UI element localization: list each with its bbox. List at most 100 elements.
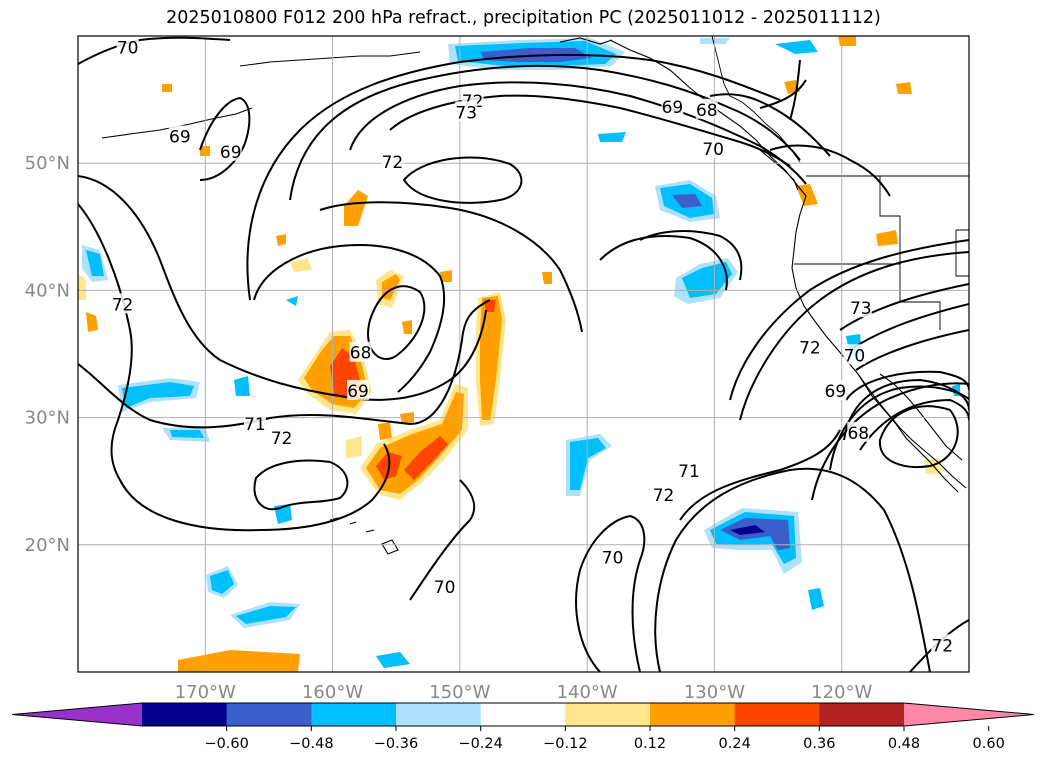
contour-label: 71 [678, 462, 700, 482]
contour-label-bg [931, 634, 954, 655]
coastline-alaska-gulf [609, 39, 807, 197]
contour-label: 72 [271, 429, 293, 449]
lat-tick-label: 50°N [25, 153, 70, 174]
fill-light-yellow [290, 258, 312, 272]
contour-label: 69 [825, 382, 847, 402]
contour-label: 72 [931, 636, 953, 656]
contour-70-north-b [246, 53, 781, 301]
contour-label: 73 [850, 299, 872, 319]
fill-red-orange [484, 300, 496, 312]
contour-72-north [349, 81, 807, 185]
lon-tick-label: 120°W [811, 682, 872, 703]
colorbar-segment [819, 703, 905, 726]
colorbar-segment [650, 703, 736, 726]
fill-orange [344, 190, 368, 226]
contour-71-north [289, 64, 801, 201]
fill-orange [378, 422, 392, 440]
contour-label-bg [702, 138, 725, 159]
colorbar-tick-label: 0.24 [719, 736, 751, 752]
contour-label-bg [652, 484, 675, 505]
contour-label: 68 [350, 344, 372, 364]
contour-label-bg [433, 575, 456, 596]
contour-label: 70 [844, 346, 866, 366]
lon-tick-label: 140°W [557, 682, 618, 703]
contour-69-mid [253, 244, 446, 393]
colorbar-tick-label: 0.60 [973, 736, 1005, 752]
colorbar-outline [11, 702, 1035, 727]
contour-label: 72 [382, 153, 404, 173]
contour-label-bg [455, 101, 478, 122]
contour-69-se [845, 370, 969, 401]
contour-70-se [855, 329, 969, 371]
contour-70-north [78, 36, 231, 65]
colorbar-tick-label: −0.24 [458, 736, 502, 752]
contour-label-bg [111, 293, 134, 314]
fill-blue [598, 132, 626, 142]
contour-label-bg [601, 546, 624, 567]
colorbar-tick-label: 0.36 [803, 736, 835, 752]
fill-blue [775, 40, 818, 54]
contour-label-bg [219, 140, 242, 161]
contour-68-se-closed [878, 405, 959, 468]
fill-blue [376, 652, 410, 668]
colorbar-segment [142, 703, 228, 726]
contour-label-bg [349, 341, 372, 362]
contour-72-closed [403, 156, 523, 204]
coastline-hawaii [329, 517, 399, 555]
lat-tick-label: 30°N [25, 408, 70, 429]
contour-label-bg [847, 421, 870, 442]
coastline-vancouver [759, 149, 799, 191]
fill-orange [896, 82, 912, 94]
contour-label-bg [381, 150, 404, 171]
fill-blue [682, 262, 732, 298]
contour-70-bottom [409, 479, 476, 601]
fill-orange [480, 296, 502, 420]
contour-label: 68 [696, 101, 718, 121]
colorbar-segment [311, 703, 397, 726]
fill-blue [170, 430, 204, 438]
contour-label: 73 [455, 103, 477, 123]
contour-label-bg [695, 98, 718, 119]
colorbar-extend-low [12, 703, 142, 726]
map-frame [77, 35, 970, 673]
fill-blue [234, 376, 250, 396]
contour-label: 70 [434, 578, 456, 598]
contour-68-closed [367, 285, 426, 360]
contour-69-tl [199, 97, 251, 181]
contour-label-bg [347, 379, 370, 400]
fill-blue [808, 588, 824, 610]
contour-70-mid [319, 201, 583, 333]
fill-red-orange [404, 436, 448, 480]
fill-orange [162, 84, 172, 92]
contour-70-tr-2 [769, 144, 891, 197]
contour-71-mid [78, 299, 491, 429]
fill-light-blue [700, 38, 730, 44]
contour-label-bg [116, 36, 139, 57]
fill-dark-blue [730, 525, 765, 535]
contour-69-tr [709, 93, 831, 157]
border-state-2 [879, 176, 901, 264]
contour-68-se [859, 399, 969, 451]
colorbar-tick-label: −0.12 [543, 736, 587, 752]
contour-label: 69 [220, 143, 242, 163]
contour-70-right [729, 239, 969, 401]
fill-blue [570, 438, 606, 490]
contour-label: 70 [602, 549, 624, 569]
border-state-3 [900, 301, 941, 330]
colorbar-segment [480, 703, 566, 726]
contour-label-bg [798, 336, 821, 357]
colorbar-segment [226, 703, 312, 726]
contour-72-right-b [849, 303, 969, 351]
graticule [78, 36, 969, 672]
fill-orange [838, 36, 856, 46]
contour-label: 72 [653, 486, 675, 506]
fill-orange [440, 270, 452, 282]
contour-label-bg [824, 379, 847, 400]
contour-70-bottom-2 [575, 515, 646, 672]
coastline-baja [857, 373, 959, 493]
fill-orange [542, 272, 552, 284]
fill-blue [236, 606, 296, 624]
longitude-labels: 170°W 160°W 150°W 140°W 130°W 120°W [175, 682, 873, 703]
fill-blue [86, 250, 104, 276]
colorbar: −0.60 −0.48 −0.36 −0.24 −0.12 0.12 0.24 0.36 0.4… [11, 702, 1035, 752]
